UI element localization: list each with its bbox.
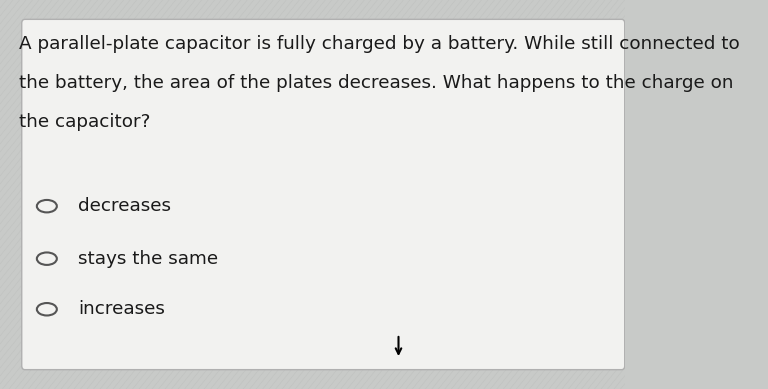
Text: the capacitor?: the capacitor?: [18, 113, 150, 131]
Text: increases: increases: [78, 300, 165, 318]
Text: the battery, the area of the plates decreases. What happens to the charge on: the battery, the area of the plates decr…: [18, 74, 733, 92]
Text: decreases: decreases: [78, 197, 171, 215]
FancyBboxPatch shape: [22, 19, 624, 370]
Text: stays the same: stays the same: [78, 250, 218, 268]
Text: A parallel-plate capacitor is fully charged by a battery. While still connected : A parallel-plate capacitor is fully char…: [18, 35, 740, 53]
